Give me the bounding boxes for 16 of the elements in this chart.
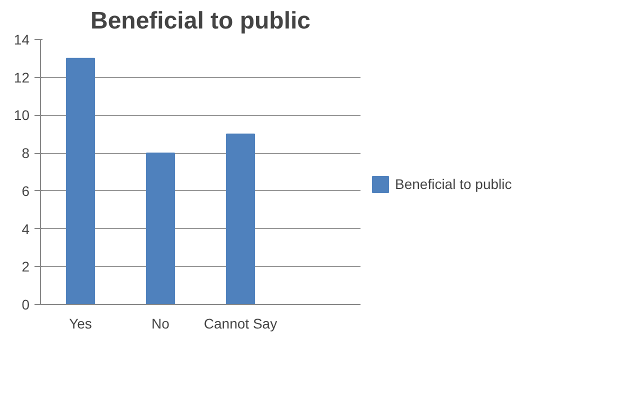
bar (66, 58, 95, 304)
y-tick-label: 8 (22, 145, 30, 162)
x-tick-label: Cannot Say (204, 316, 278, 332)
x-tick-label: Yes (69, 316, 92, 332)
y-tick-label: 6 (22, 182, 30, 199)
y-tick-label: 2 (22, 258, 30, 275)
legend-label: Beneficial to public (395, 176, 512, 192)
bar (226, 134, 255, 304)
bar (146, 152, 175, 304)
y-tick-label: 14 (14, 32, 30, 48)
chart-title: Beneficial to public (90, 8, 311, 34)
y-tick-label: 0 (22, 296, 30, 312)
y-tick-label: 10 (14, 107, 30, 124)
x-tick-label: No (152, 316, 170, 332)
y-tick-label: 12 (14, 69, 30, 86)
y-tick-label: 4 (22, 220, 30, 237)
